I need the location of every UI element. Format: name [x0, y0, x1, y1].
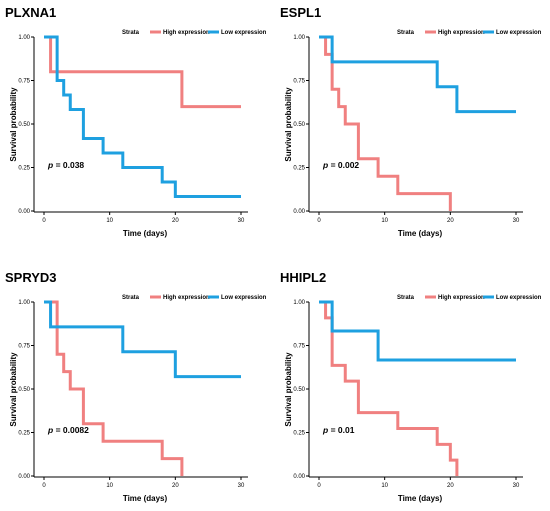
- y-tick-label: 0.25: [18, 431, 30, 437]
- p-value-symbol: p: [47, 425, 53, 435]
- p-value-symbol: p: [47, 160, 53, 170]
- legend-title: Strata: [397, 295, 415, 301]
- x-tick-label: 10: [381, 218, 388, 224]
- x-tick-label: 0: [42, 218, 46, 224]
- p-value-symbol: p: [322, 425, 328, 435]
- y-tick-label: 0.50: [293, 387, 305, 393]
- y-tick-label: 0.75: [18, 344, 30, 350]
- x-tick-label: 20: [172, 483, 179, 489]
- low-expression-curve: [319, 300, 516, 362]
- low-expression-curve: [44, 300, 241, 379]
- x-tick-label: 20: [447, 218, 454, 224]
- y-tick-label: 1.00: [293, 300, 305, 306]
- y-tick-label: 1.00: [18, 300, 30, 306]
- km-panel: SPRYD3 Strata High expression Low expressio…: [5, 270, 267, 503]
- y-tick-label: 0.50: [18, 387, 30, 393]
- legend-entry: High expression: [438, 30, 485, 36]
- x-tick-label: 30: [238, 218, 245, 224]
- legend-title: Strata: [122, 295, 140, 301]
- x-tick-label: 0: [317, 218, 321, 224]
- p-value-number: = 0.0082: [53, 425, 89, 435]
- km-panel: HHIPL2 Strata High expression Low expressio…: [280, 270, 542, 503]
- legend-entry: Low expression: [221, 30, 267, 36]
- x-tick-label: 10: [106, 483, 113, 489]
- panel-title: SPRYD3: [5, 270, 57, 285]
- x-tick-label: 30: [513, 218, 520, 224]
- panel-title: PLXNA1: [5, 5, 56, 20]
- x-tick-label: 30: [238, 483, 245, 489]
- x-axis-label: Time (days): [398, 494, 443, 503]
- km-panel: PLXNA1 Strata High expression Low expressio…: [5, 5, 267, 238]
- legend-entry: Low expression: [496, 30, 542, 36]
- high-expression-curve: [319, 300, 459, 476]
- y-tick-label: 1.00: [293, 35, 305, 41]
- y-tick-label: 0.00: [18, 209, 30, 215]
- y-tick-label: 1.00: [18, 35, 30, 41]
- y-tick-label: 0.75: [18, 79, 30, 85]
- x-tick-label: 10: [106, 218, 113, 224]
- p-value-number: = 0.038: [53, 160, 84, 170]
- y-tick-label: 0.00: [293, 474, 305, 480]
- y-tick-label: 0.75: [293, 79, 305, 85]
- x-axis-label: Time (days): [123, 494, 168, 503]
- legend-title: Strata: [397, 30, 415, 36]
- x-axis-label: Time (days): [123, 229, 168, 238]
- x-tick-label: 20: [172, 218, 179, 224]
- y-tick-label: 0.25: [18, 166, 30, 172]
- legend-entry: Low expression: [496, 295, 542, 301]
- panel-title: HHIPL2: [280, 270, 326, 285]
- x-tick-label: 0: [42, 483, 46, 489]
- y-axis-label: Survival probability: [9, 87, 18, 162]
- x-tick-label: 0: [317, 483, 321, 489]
- p-value-symbol: p: [322, 160, 328, 170]
- low-expression-curve: [319, 35, 516, 114]
- x-axis-label: Time (days): [398, 229, 443, 238]
- p-value: p = 0.0082: [47, 425, 89, 435]
- y-tick-label: 0.00: [18, 474, 30, 480]
- y-axis-label: Survival probability: [9, 352, 18, 427]
- legend: Strata High expression Low expression: [397, 30, 542, 36]
- p-value: p = 0.01: [322, 425, 355, 435]
- legend: Strata High expression Low expression: [122, 30, 267, 36]
- p-value: p = 0.002: [322, 160, 359, 170]
- p-value: p = 0.038: [47, 160, 84, 170]
- legend-entry: High expression: [163, 30, 210, 36]
- panel-title: ESPL1: [280, 5, 321, 20]
- x-tick-label: 30: [513, 483, 520, 489]
- high-expression-curve: [44, 300, 184, 476]
- p-value-number: = 0.002: [328, 160, 359, 170]
- y-axis-label: Survival probability: [284, 87, 293, 162]
- y-tick-label: 0.75: [293, 344, 305, 350]
- km-panel: ESPL1 Strata High expression Low expression…: [280, 5, 542, 238]
- y-tick-label: 0.50: [18, 122, 30, 128]
- legend-entry: High expression: [163, 295, 210, 301]
- legend-entry: Low expression: [221, 295, 267, 301]
- legend-entry: High expression: [438, 295, 485, 301]
- x-tick-label: 10: [381, 483, 388, 489]
- y-tick-label: 0.25: [293, 166, 305, 172]
- high-expression-curve: [44, 35, 241, 109]
- y-tick-label: 0.50: [293, 122, 305, 128]
- low-expression-curve: [44, 35, 241, 199]
- high-expression-curve: [319, 35, 452, 211]
- legend: Strata High expression Low expression: [397, 295, 542, 301]
- y-tick-label: 0.25: [293, 431, 305, 437]
- p-value-number: = 0.01: [328, 425, 355, 435]
- legend-title: Strata: [122, 30, 140, 36]
- x-tick-label: 20: [447, 483, 454, 489]
- y-tick-label: 0.00: [293, 209, 305, 215]
- y-axis-label: Survival probability: [284, 352, 293, 427]
- legend: Strata High expression Low expression: [122, 295, 267, 301]
